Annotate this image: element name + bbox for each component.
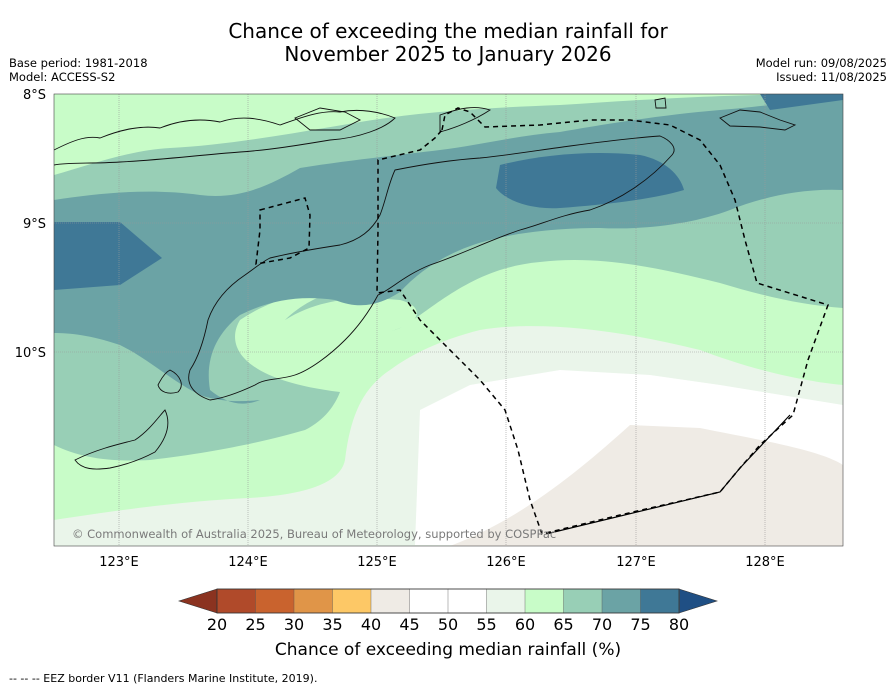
colorbar-tick-label: 40 (361, 615, 381, 634)
title-line-1: Chance of exceeding the median rainfall … (228, 19, 668, 43)
field-75-80-ne (760, 94, 843, 110)
field-75-80-west (54, 222, 162, 290)
lon-label-126e: 126°E (486, 555, 526, 570)
colorbar-frame (216, 588, 680, 614)
colorbar-tick-label: 25 (245, 615, 265, 634)
lon-label-124e: 124°E (228, 555, 268, 570)
base-period: Base period: 1981-2018 (9, 56, 148, 70)
colorbar-segment (563, 588, 603, 614)
model-run: Model run: 09/08/2025 (755, 56, 887, 70)
field-75-80-east (496, 153, 684, 209)
model-name: Model: ACCESS-S2 (9, 70, 116, 84)
field-40-45 (450, 425, 843, 546)
meta-right: Model run: 09/08/2025 Issued: 11/08/2025 (756, 56, 887, 84)
issued-date: Issued: 11/08/2025 (776, 70, 887, 84)
colorbar-segment (332, 588, 372, 614)
colorbar-tick-label: 75 (630, 615, 650, 634)
colorbar-tick-label: 20 (207, 615, 227, 634)
colorbar-segment (255, 588, 295, 614)
lon-label-127e: 127°E (616, 555, 656, 570)
colorbar-tick-label: 35 (322, 615, 342, 634)
lat-label-10s: 10°S (15, 346, 46, 361)
colorbar-segment (370, 588, 411, 614)
colorbar-tick-label: 45 (399, 615, 419, 634)
colorbar-segment (409, 588, 449, 614)
eez-solid-border (545, 414, 791, 535)
colorbar-segments (216, 588, 680, 614)
colorbar-ticks: 20 25 30 35 40 45 50 55 60 65 70 75 80 (207, 615, 689, 634)
colorbar-over-arrow (678, 588, 718, 614)
colorbar-segment (216, 588, 257, 614)
colorbar-segment (486, 588, 526, 614)
colorbar-tick-label: 55 (476, 615, 496, 634)
lon-label-125e: 125°E (357, 555, 397, 570)
map-frame (53, 93, 844, 547)
colorbar-label: Chance of exceeding median rainfall (%) (274, 640, 622, 660)
lon-label-123e: 123°E (99, 555, 139, 570)
title-line-2: November 2025 to January 2026 (284, 42, 612, 66)
map-area (54, 94, 843, 546)
colorbar: 20 25 30 35 40 45 50 55 60 65 70 75 80 (178, 588, 718, 634)
colorbar-segment (447, 588, 488, 614)
lat-label-8s: 8°S (23, 88, 46, 103)
colorbar-segment (293, 588, 334, 614)
lon-label-128e: 128°E (745, 555, 785, 570)
coastlines (54, 97, 797, 470)
eez-border (255, 107, 829, 535)
copyright-notice: © Commonwealth of Australia 2025, Bureau… (72, 527, 556, 541)
colorbar-under-arrow (178, 588, 218, 614)
colorbar-tick-label: 70 (592, 615, 612, 634)
colorbar-tick-label: 30 (284, 615, 304, 634)
field-60-65-tongue (285, 298, 417, 352)
map-title: Chance of exceeding the median rainfall … (0, 20, 896, 66)
colorbar-segment (601, 588, 642, 614)
colorbar-tick-label: 50 (438, 615, 458, 634)
colorbar-tick-label: 65 (553, 615, 573, 634)
lat-label-9s: 9°S (23, 217, 46, 232)
colorbar-tick-label: 60 (515, 615, 535, 634)
colorbar-segment (524, 588, 565, 614)
meta-left: Base period: 1981-2018 Model: ACCESS-S2 (9, 56, 148, 84)
colorbar-tick-label: 80 (669, 615, 689, 634)
colorbar-segment (640, 588, 680, 614)
gridlines (54, 94, 843, 546)
eez-footnote: -- -- -- EEZ border V11 (Flanders Marine… (9, 672, 318, 685)
